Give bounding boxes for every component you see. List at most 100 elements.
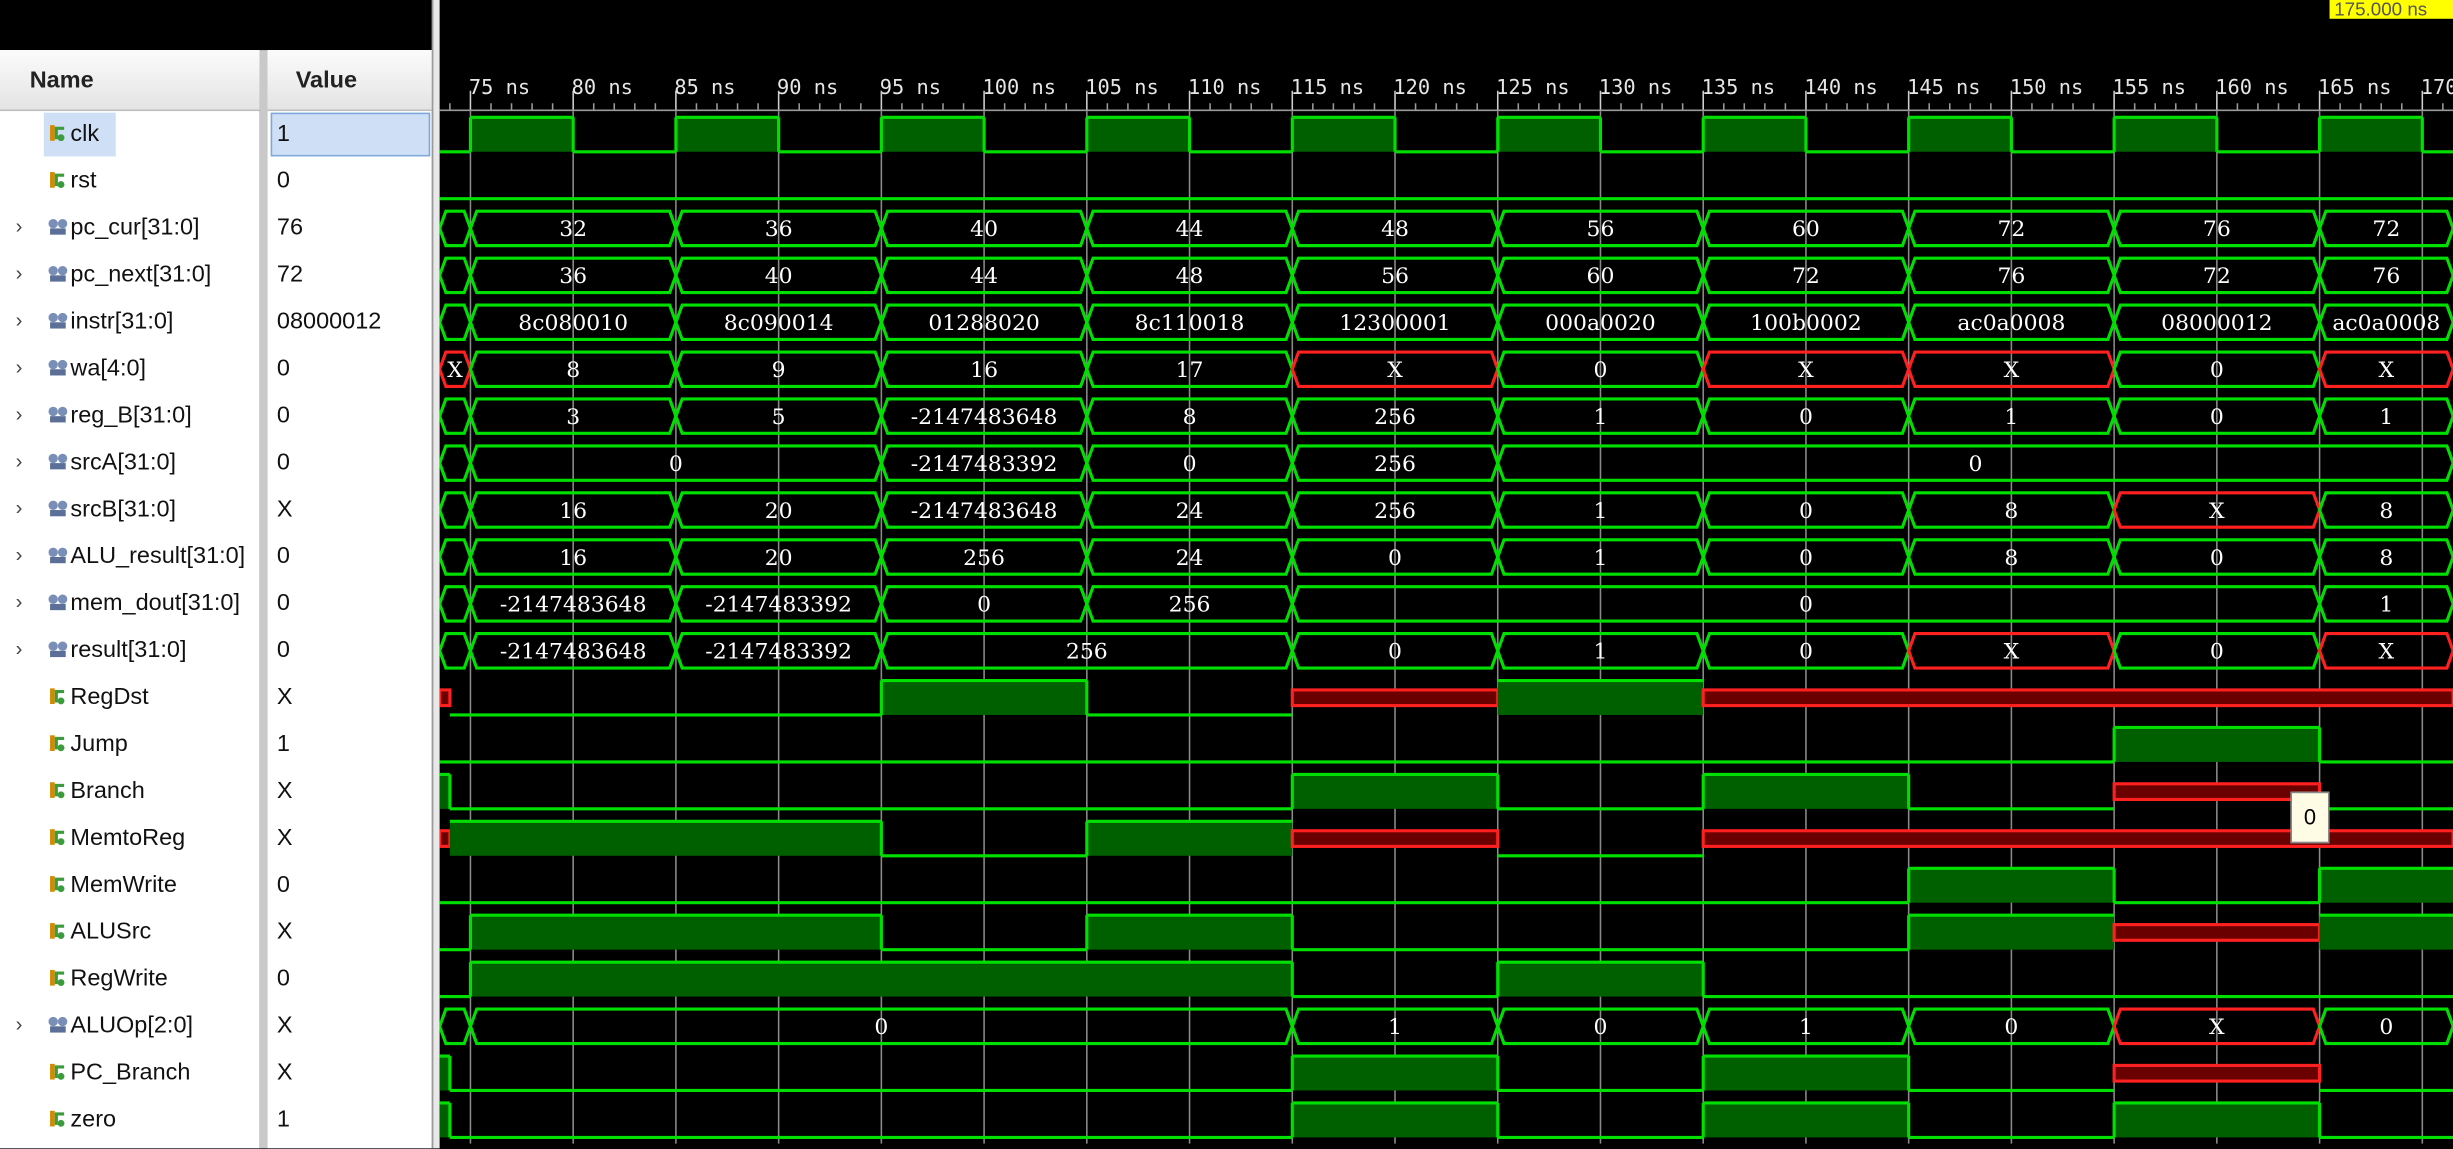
high-level-fill: [2319, 868, 2453, 903]
signal-bit-icon: [47, 169, 69, 191]
bus-value-label: 72: [1997, 217, 2025, 242]
pane-splitter[interactable]: [431, 0, 440, 1149]
signal-row[interactable]: RegDst X: [0, 674, 432, 721]
value-column-header[interactable]: Value: [267, 50, 432, 112]
bus-value-label: 24: [1176, 499, 1204, 524]
bus-value-label: 8c090014: [724, 311, 834, 336]
name-column-header[interactable]: Name: [0, 50, 260, 112]
value-header-label: Value: [295, 66, 358, 94]
bus-value-label: X: [2004, 358, 2020, 383]
expand-chevron-icon[interactable]: ›: [15, 402, 23, 426]
signal-value: 0: [276, 402, 290, 429]
expand-chevron-icon[interactable]: ›: [15, 589, 23, 614]
signal-value: 72: [276, 261, 304, 288]
expand-chevron-icon[interactable]: ›: [15, 214, 23, 238]
signal-row[interactable]: Branch X: [0, 768, 432, 815]
expand-chevron-icon[interactable]: ›: [15, 636, 23, 661]
signal-value: 1: [276, 1106, 290, 1133]
signal-row[interactable]: › srcA[31:0] 0: [0, 440, 432, 487]
signal-row[interactable]: Jump 1: [0, 721, 432, 768]
signal-row[interactable]: zero 1: [0, 1097, 432, 1144]
expand-chevron-icon[interactable]: ›: [15, 355, 23, 379]
signal-row[interactable]: MemtoReg X: [0, 815, 432, 862]
signal-name: Branch: [70, 777, 145, 805]
high-level-fill: [470, 962, 1293, 997]
bus-value-label: 100b0002: [1750, 311, 1862, 336]
signal-row[interactable]: ALUSrc X: [0, 909, 432, 956]
bus-value-label: 76: [2203, 217, 2231, 242]
signal-row[interactable]: › ALUOp[2:0] X: [0, 1003, 432, 1050]
value-column: [267, 50, 432, 1149]
bus-value-label: 56: [1381, 264, 1409, 289]
signal-name: srcA[31:0]: [70, 449, 177, 476]
bus-segment: [2317, 397, 2453, 435]
signal-value: 0: [276, 542, 290, 570]
waveform-trace: [439, 115, 2453, 154]
bus-value-label: 76: [2372, 264, 2400, 289]
high-level-fill: [470, 117, 574, 152]
column-resize-handle[interactable]: [259, 50, 268, 1149]
waveform-trace: 32 36 40 44 48 56 60 72 76 72: [439, 209, 2453, 248]
bus-icon: [47, 263, 69, 285]
signal-row[interactable]: clk 1: [0, 111, 432, 158]
waveform-canvas[interactable]: 75 ns 80 ns 85 ns 90 ns 95 ns 100 ns 105 ns 110…: [439, 0, 2453, 1148]
high-level-fill: [1908, 117, 2012, 152]
signal-row[interactable]: › result[31:0] 0: [0, 627, 432, 674]
signal-row[interactable]: MemWrite 0: [0, 862, 432, 909]
signal-row[interactable]: › instr[31:0] 08000012: [0, 299, 432, 346]
bus-value-label: 0: [874, 1015, 888, 1040]
expand-chevron-icon[interactable]: ›: [15, 1012, 23, 1036]
signal-row[interactable]: › pc_cur[31:0] 76: [0, 205, 432, 252]
high-level-fill: [1086, 117, 1190, 152]
cursor-time-label[interactable]: 175.000 ns: [2329, 0, 2453, 19]
signal-row[interactable]: › pc_next[31:0] 72: [0, 252, 432, 299]
high-level-fill: [1497, 680, 1704, 715]
bus-icon: [47, 216, 69, 238]
signal-row[interactable]: › srcB[31:0] X: [0, 487, 432, 534]
expand-chevron-icon[interactable]: ›: [15, 449, 23, 473]
bus-value-label: X: [2209, 499, 2225, 524]
bus-value-label: 5: [772, 405, 786, 430]
expand-chevron-icon[interactable]: ›: [15, 542, 23, 567]
bus-value-label: 256: [963, 546, 1005, 571]
bus-value-label: 0: [1388, 640, 1402, 665]
signal-row[interactable]: › wa[4:0] 0: [0, 346, 432, 393]
signal-row[interactable]: › ALU_result[31:0] 0: [0, 533, 432, 580]
time-label: 110 ns: [1188, 75, 1261, 99]
signal-row[interactable]: PC_Branch X: [0, 1050, 432, 1097]
bus-value-label: 12300001: [1339, 311, 1450, 336]
signal-row[interactable]: RegWrite 0: [0, 956, 432, 1003]
bus-value-label: 1: [1388, 1015, 1402, 1040]
bus-segment: [1496, 444, 2453, 482]
bus-value-label: 72: [1792, 264, 1820, 289]
time-label: 100 ns: [983, 75, 1056, 99]
signal-name: pc_next[31:0]: [70, 261, 212, 288]
signal-value: X: [276, 1059, 293, 1086]
high-level-fill: [881, 680, 1087, 715]
bus-value-label: -2147483648: [500, 593, 647, 618]
high-level-fill: [1292, 1102, 1498, 1138]
expand-chevron-icon[interactable]: ›: [15, 261, 23, 285]
expand-chevron-icon[interactable]: ›: [15, 308, 23, 332]
bus-value-label: -2147483648: [911, 405, 1058, 430]
time-label: 120 ns: [1393, 75, 1466, 99]
bus-segment: [2317, 303, 2453, 342]
bus-value-label: 0: [2210, 640, 2224, 665]
signal-row[interactable]: › reg_B[31:0] 0: [0, 393, 432, 440]
signal-name: Jump: [70, 730, 128, 758]
bus-value-label: 44: [970, 264, 998, 289]
bus-value-label: 17: [1176, 358, 1204, 383]
signal-name: ALUSrc: [70, 918, 152, 945]
bus-value-label: 256: [1066, 640, 1108, 665]
bus-value-label: 1: [1594, 546, 1608, 571]
expand-chevron-icon[interactable]: ›: [15, 495, 23, 520]
signal-row[interactable]: rst 0: [0, 158, 432, 205]
bus-value-label: X: [2209, 1015, 2225, 1040]
signal-row[interactable]: › mem_dout[31:0] 0: [0, 580, 432, 627]
signal-bit-icon: [47, 1108, 69, 1130]
bus-value-label: 40: [765, 264, 793, 289]
name-pane-toolbar: [0, 0, 432, 51]
high-level-fill: [449, 821, 882, 856]
bus-value-label: 0: [2379, 1015, 2393, 1040]
bus-value-label: 0: [1799, 405, 1813, 430]
